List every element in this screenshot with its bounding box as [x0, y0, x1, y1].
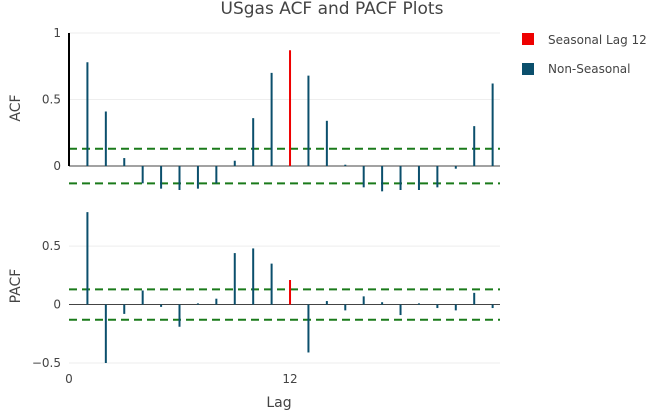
y-tick-label: 0	[53, 298, 61, 312]
legend-swatch-seasonal	[522, 33, 534, 45]
x-tick-label: 12	[282, 372, 297, 386]
legend[interactable]: Seasonal Lag 12 Non-Seasonal	[522, 33, 647, 76]
y-tick-label: 1	[53, 26, 61, 40]
legend-label-seasonal: Seasonal Lag 12	[548, 33, 647, 47]
y-tick-label: 0.5	[42, 93, 61, 107]
y-axis-title: ACF	[8, 94, 24, 121]
y-axis-title: PACF	[8, 269, 24, 304]
legend-item-non-seasonal[interactable]: Non-Seasonal	[522, 62, 631, 76]
pacf-panel: −0.5 0 0.5 PACF	[8, 212, 500, 370]
y-tick-label: 0.5	[42, 239, 61, 253]
y-tick-label: 0	[53, 159, 61, 173]
acf-panel: 0 0.5 1 ACF	[8, 26, 500, 192]
legend-swatch-non-seasonal	[522, 63, 534, 75]
y-tick-label: −0.5	[32, 356, 61, 370]
x-tick-label: 0	[65, 372, 73, 386]
legend-item-seasonal[interactable]: Seasonal Lag 12	[522, 33, 647, 47]
chart-title: USgas ACF and PACF Plots	[221, 0, 444, 19]
legend-label-non-seasonal: Non-Seasonal	[548, 62, 631, 76]
x-axis-title: Lag	[266, 395, 291, 410]
x-axis: 0 12	[65, 372, 297, 386]
